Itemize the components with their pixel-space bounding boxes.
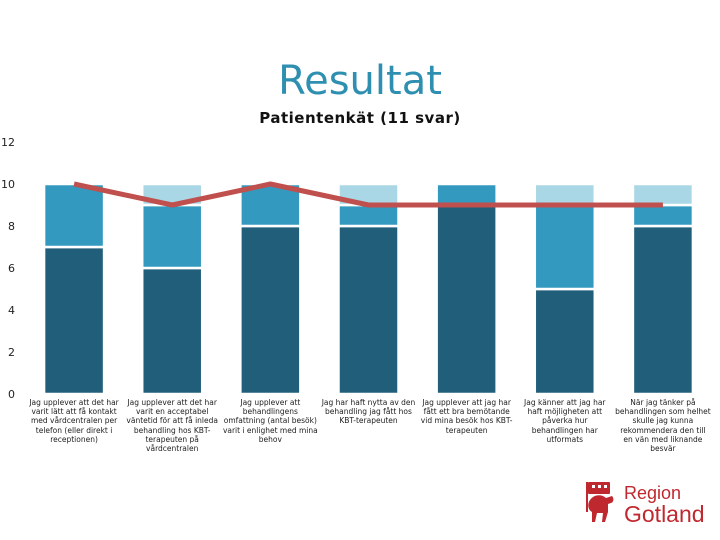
x-tick-label: Jag känner att jag har haft möjligheten … <box>524 398 606 444</box>
logo-gotland-text: Gotland <box>624 501 705 527</box>
bar-segment <box>435 203 498 396</box>
bar-segment <box>533 182 597 207</box>
logo-region-text: Region <box>624 483 682 503</box>
y-tick-label: 12 <box>1 136 15 149</box>
y-tick-label: 6 <box>8 262 15 275</box>
y-tick-label: 0 <box>8 388 15 401</box>
bar-segment <box>239 224 302 396</box>
bar-segment <box>533 203 597 291</box>
slide-title: Resultat <box>278 58 442 104</box>
bar-segment <box>337 203 400 228</box>
x-tick-label: Jag upplever att det har varit lätt att … <box>29 398 119 444</box>
bar-segment <box>533 287 597 396</box>
y-tick-label: 10 <box>1 178 15 191</box>
slide-subtitle: Patientenkät (11 svar) <box>259 109 461 127</box>
x-tick-label: Jag upplever att behandlingens omfattnin… <box>222 398 318 444</box>
bar-segment <box>631 182 695 207</box>
bar-segment <box>42 182 106 249</box>
bar-segment <box>337 224 400 396</box>
x-tick-label: Jag upplever att jag har fått ett bra be… <box>420 398 513 435</box>
x-tick-label: Jag har haft nytta av den behandling jag… <box>321 398 416 426</box>
bar-segment <box>631 224 695 396</box>
bar-segment <box>239 182 302 228</box>
bar-segment <box>435 182 498 207</box>
logo-wordmark: Region Gotland <box>624 484 705 526</box>
y-tick-label: 4 <box>8 304 15 317</box>
bar-segment <box>42 245 106 396</box>
x-tick-label: Jag upplever att det har varit en accept… <box>126 398 218 454</box>
y-tick-label: 8 <box>8 220 15 233</box>
x-tick-label: När jag tänker på behandlingen som helhe… <box>615 398 711 454</box>
bar-segment <box>140 266 204 396</box>
gotland-ram-icon <box>586 482 614 522</box>
bar-segment <box>631 203 695 228</box>
bar-segment <box>140 203 204 270</box>
y-tick-label: 2 <box>8 346 15 359</box>
